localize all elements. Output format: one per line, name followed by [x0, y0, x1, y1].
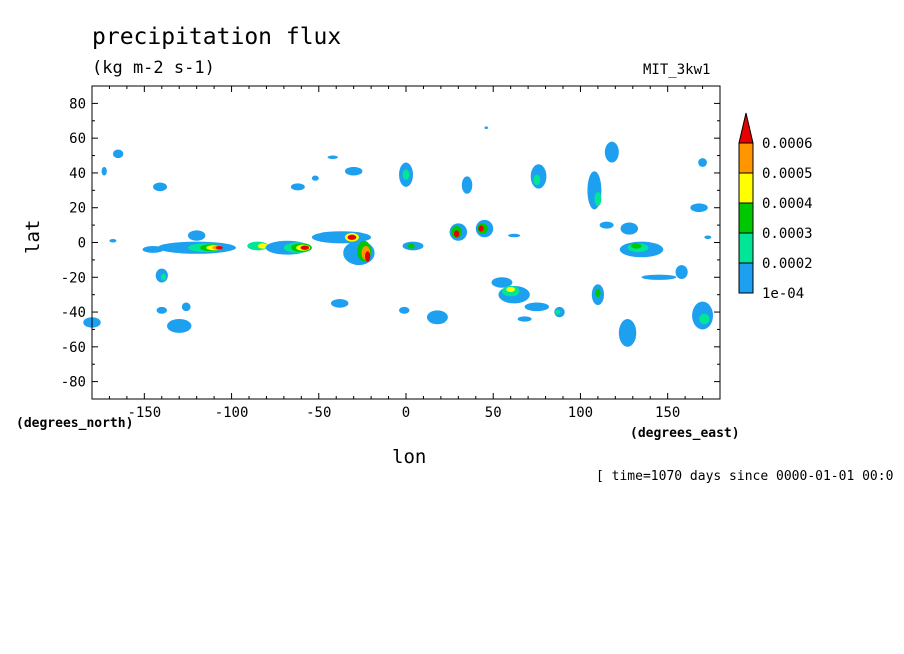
precip-cell-34: [344, 166, 363, 176]
precip-cell-79: [484, 126, 488, 130]
colorbar-label: 1e-04: [762, 286, 804, 302]
precip-cell-39: [407, 243, 415, 249]
colorbar-label: 0.0005: [762, 166, 813, 182]
contour-field: [83, 126, 714, 347]
precip-cell-71: [641, 274, 677, 280]
precip-cell-48: [508, 233, 521, 238]
y-tick-label: -40: [61, 305, 86, 321]
y-tick-label: 80: [69, 96, 86, 112]
precip-cell-54: [524, 302, 550, 312]
precip-cell-69: [595, 288, 601, 298]
colorbar-label: 0.0004: [762, 196, 813, 212]
x-axis-unit: (degrees_east): [630, 426, 740, 441]
precip-cell-47: [478, 225, 484, 232]
y-tick-label: -60: [61, 340, 86, 356]
y-axis-unit: (degrees_north): [16, 416, 134, 431]
precip-cell-10: [187, 230, 206, 241]
colorbar-swatch: [738, 202, 754, 234]
precip-cell-3: [153, 182, 168, 192]
precip-cell-35: [330, 299, 349, 308]
precip-cell-40: [399, 306, 410, 314]
precip-cell-56: [555, 309, 561, 315]
chart-title: precipitation flux: [92, 24, 342, 50]
precip-cell-44: [453, 230, 460, 238]
x-tick-label: -50: [306, 405, 331, 421]
precip-cell-74: [698, 158, 707, 167]
precip-cell-53: [506, 286, 516, 293]
x-tick-label: 0: [402, 405, 410, 421]
precip-cell-77: [699, 313, 710, 325]
colorbar-swatch: [738, 232, 754, 264]
precip-cell-30: [365, 251, 371, 262]
precip-cell-8: [181, 302, 191, 312]
x-axis-label: lon: [392, 446, 427, 468]
chart-units: (kg m-2 s-1): [92, 58, 215, 78]
colorbar-label: 0.0002: [762, 256, 813, 272]
precip-cell-61: [594, 192, 602, 206]
y-tick-label: 60: [69, 131, 86, 147]
precip-cell-70: [618, 319, 637, 347]
precip-cell-57: [517, 316, 532, 322]
colorbar-label: 0.0006: [762, 136, 813, 152]
precip-cell-62: [604, 141, 619, 163]
colorbar-swatch: [738, 142, 754, 174]
y-tick-label: 0: [78, 236, 86, 252]
colorbar-swatch: [738, 172, 754, 204]
precip-cell-64: [620, 222, 639, 235]
precip-cell-59: [533, 174, 541, 186]
precip-cell-2: [101, 166, 107, 176]
y-tick-label: 40: [69, 166, 86, 182]
time-note: [ time=1070 days since 0000-01-01 00:0: [596, 469, 894, 484]
precip-cell-18: [257, 243, 269, 249]
precip-cell-37: [402, 169, 410, 180]
precip-cell-32: [311, 175, 319, 181]
precip-cell-16: [215, 245, 223, 250]
colorbar-extend-triangle: [738, 112, 754, 144]
precip-cell-49: [461, 176, 473, 194]
precip-cell-33: [327, 155, 338, 160]
precip-cell-78: [109, 239, 117, 243]
precip-cell-41: [426, 310, 448, 325]
y-tick-label: -80: [61, 375, 86, 391]
precip-cell-73: [690, 203, 708, 213]
dataset-label: MIT_3kw1: [643, 62, 711, 78]
precip-cell-63: [599, 221, 614, 229]
x-tick-label: 50: [485, 405, 502, 421]
precip-cell-9: [167, 319, 192, 333]
axes: -150 -100 -50 0 50 100 150 -80 -60 -40 -20 0 20 40 60 8…: [61, 85, 721, 421]
x-tick-label: -100: [215, 405, 249, 421]
precip-cell-72: [675, 265, 688, 280]
precip-cell-67: [631, 243, 642, 249]
precip-cell-27: [347, 234, 357, 240]
precip-cell-7: [156, 306, 168, 314]
precip-cell-1: [112, 149, 124, 159]
x-tick-label: 150: [655, 405, 680, 421]
x-tick-label: -150: [127, 405, 161, 421]
precip-cell-23: [300, 245, 310, 250]
colorbar-label: 0.0003: [762, 226, 813, 242]
precip-cell-31: [290, 183, 305, 191]
y-tick-label: 20: [69, 201, 86, 217]
y-tick-label: -20: [61, 270, 86, 286]
x-tick-label: 100: [568, 405, 593, 421]
colorbar: 1e-04 0.0002 0.0003 0.0004 0.0005 0.0006: [738, 112, 813, 302]
colorbar-swatch: [738, 262, 754, 294]
precip-cell-50: [491, 277, 513, 288]
precip-cell-75: [704, 235, 712, 240]
precip-cell-6: [160, 273, 167, 281]
